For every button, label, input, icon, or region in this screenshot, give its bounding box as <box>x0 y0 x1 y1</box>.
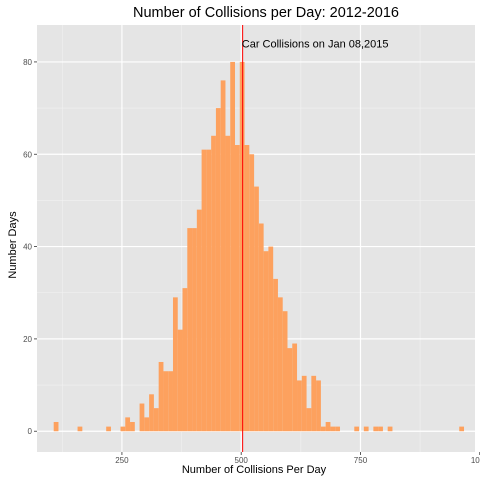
histogram-bar <box>177 329 183 432</box>
histogram-bar <box>139 403 145 432</box>
histogram-bar <box>335 426 340 432</box>
x-tick-label: 500 <box>235 456 249 465</box>
histogram-bar <box>287 348 293 432</box>
histogram-bar <box>306 408 312 432</box>
y-axis: 0 20 40 60 80 <box>23 58 37 436</box>
histogram-bar <box>77 426 83 432</box>
histogram-bar <box>53 421 59 432</box>
y-tick-label: 0 <box>28 427 33 436</box>
histogram-bar <box>378 426 383 432</box>
histogram-bar <box>225 135 231 432</box>
histogram-bar <box>187 228 193 432</box>
histogram-bar <box>263 251 269 432</box>
histogram-bar <box>354 426 360 432</box>
histogram-bar <box>325 421 331 432</box>
histogram-bar <box>153 408 159 432</box>
histogram-bar <box>206 149 212 432</box>
histogram-bar <box>330 426 336 432</box>
y-axis-title: Number Days <box>7 211 19 279</box>
histogram-bar <box>373 426 379 432</box>
histogram-bar <box>215 108 221 432</box>
histogram-bar <box>387 426 393 432</box>
histogram-bar <box>301 375 307 432</box>
x-axis-title: Number of Collisions Per Day <box>182 464 327 476</box>
x-tick-label: 1000 <box>471 456 480 465</box>
histogram-bar <box>196 209 202 432</box>
chart-title: Number of Collisions per Day: 2012-2016 <box>133 5 399 21</box>
histogram-bar <box>273 278 278 432</box>
histogram-bar <box>220 80 226 432</box>
histogram-bar <box>311 375 317 432</box>
y-tick-label: 60 <box>23 150 32 159</box>
histogram-bar <box>158 361 164 432</box>
histogram-bar <box>149 394 154 432</box>
histogram-bar <box>459 426 465 432</box>
histogram-bar <box>258 223 264 432</box>
histogram-bar <box>163 371 169 432</box>
histogram-bar <box>106 426 111 432</box>
histogram-bar <box>120 426 126 432</box>
y-tick-label: 80 <box>23 58 32 67</box>
histogram-bar <box>282 311 288 432</box>
histogram-bar <box>249 154 255 432</box>
x-tick-label: 250 <box>115 456 129 465</box>
histogram-bar <box>254 186 259 432</box>
histogram-bar <box>316 380 321 432</box>
histogram-bar <box>201 149 207 432</box>
histogram-bar <box>144 417 150 432</box>
histogram-bar <box>125 417 131 432</box>
histogram-bars <box>53 61 465 432</box>
histogram-bar <box>172 297 178 432</box>
y-tick-label: 40 <box>23 243 32 252</box>
x-axis: 250 500 750 1000 <box>115 452 480 465</box>
histogram-bar <box>277 297 283 432</box>
x-tick-label: 750 <box>354 456 368 465</box>
histogram-bar <box>268 246 274 432</box>
histogram-bar <box>235 145 240 432</box>
histogram-bar <box>192 228 197 432</box>
histogram-bar <box>230 61 236 432</box>
histogram-bar <box>244 145 250 432</box>
histogram-bar <box>297 380 302 432</box>
histogram-bar <box>211 135 216 432</box>
y-tick-label: 20 <box>23 335 32 344</box>
histogram-bar <box>320 426 326 432</box>
histogram-bar <box>130 421 135 432</box>
histogram-bar <box>363 426 369 432</box>
histogram-bar <box>182 288 188 432</box>
annotation-label: Car Collisions on Jan 08,2015 <box>242 38 389 50</box>
histogram-bar <box>292 343 298 432</box>
histogram-bar <box>168 371 173 432</box>
